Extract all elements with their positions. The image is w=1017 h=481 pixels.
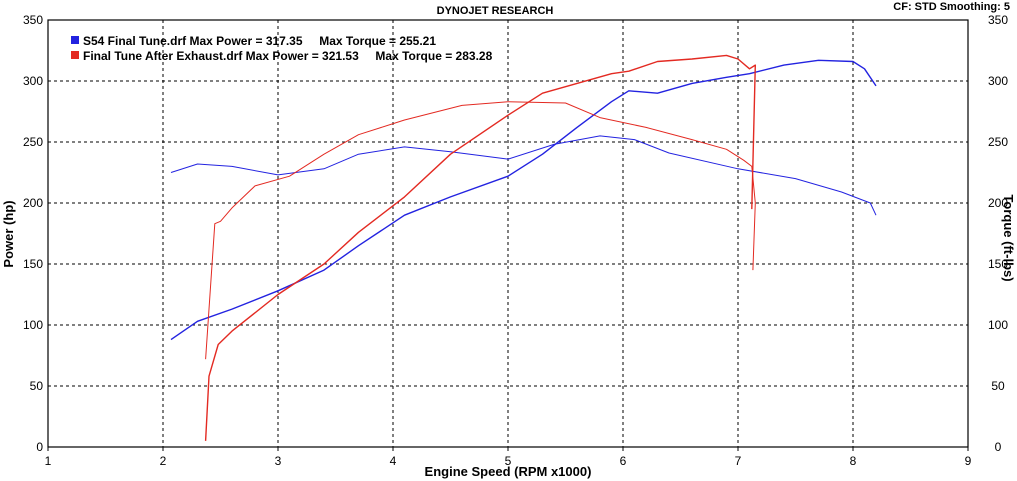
y2-tick-label: 300 — [988, 74, 1008, 88]
x-tick-label: 1 — [45, 454, 52, 468]
x-axis-label: Engine Speed (RPM x1000) — [425, 464, 592, 479]
y2-axis-label: Torque (ft-lbs) — [1001, 194, 1016, 281]
legend-run2-text: Final Tune After Exhaust.drf Max Power =… — [83, 49, 493, 63]
y2-tick-label: 0 — [995, 440, 1002, 454]
x-tick-label: 8 — [850, 454, 857, 468]
y-tick-label: 100 — [23, 318, 43, 332]
x-tick-label: 5 — [505, 454, 512, 468]
legend-swatch-run2 — [71, 51, 79, 59]
series-line-0 — [170, 59, 877, 341]
y-tick-label: 0 — [36, 440, 43, 454]
grid-lines — [48, 20, 968, 447]
y2-tick-label: 200 — [988, 196, 1008, 210]
y-tick-label: 200 — [23, 196, 43, 210]
x-tick-label: 4 — [390, 454, 397, 468]
y-axis-label: Power (hp) — [1, 200, 16, 267]
settings-label: CF: STD Smoothing: 5 — [893, 1, 1010, 13]
series-line-2 — [204, 54, 756, 441]
legend: S54 Final Tune.drf Max Power = 317.35 Ma… — [71, 34, 493, 63]
y-tick-label: 50 — [30, 379, 44, 393]
y2-tick-label: 350 — [988, 13, 1008, 27]
x-tick-label: 7 — [735, 454, 742, 468]
chart-title: DYNOJET RESEARCH — [437, 5, 554, 17]
y-tick-label: 300 — [23, 74, 43, 88]
tick-labels: 1 2 3 4 5 6 7 8 9 0 50 100 150 200 250 300 350 0 50 100 150 2… — [23, 13, 1008, 468]
y2-tick-label: 100 — [988, 318, 1008, 332]
legend-run1-text: S54 Final Tune.drf Max Power = 317.35 Ma… — [83, 34, 436, 48]
x-tick-label: 6 — [620, 454, 627, 468]
series-line-3 — [205, 101, 756, 360]
y2-tick-label: 250 — [988, 135, 1008, 149]
series-lines — [170, 54, 877, 441]
legend-swatch-run1 — [71, 36, 79, 44]
y-tick-label: 150 — [23, 257, 43, 271]
y-tick-label: 250 — [23, 135, 43, 149]
x-tick-label: 2 — [160, 454, 167, 468]
x-tick-label: 3 — [275, 454, 282, 468]
series-line-1 — [170, 135, 877, 216]
x-tick-label: 9 — [965, 454, 972, 468]
y2-tick-label: 150 — [988, 257, 1008, 271]
y-tick-label: 350 — [23, 13, 43, 27]
y2-tick-label: 50 — [991, 379, 1005, 393]
